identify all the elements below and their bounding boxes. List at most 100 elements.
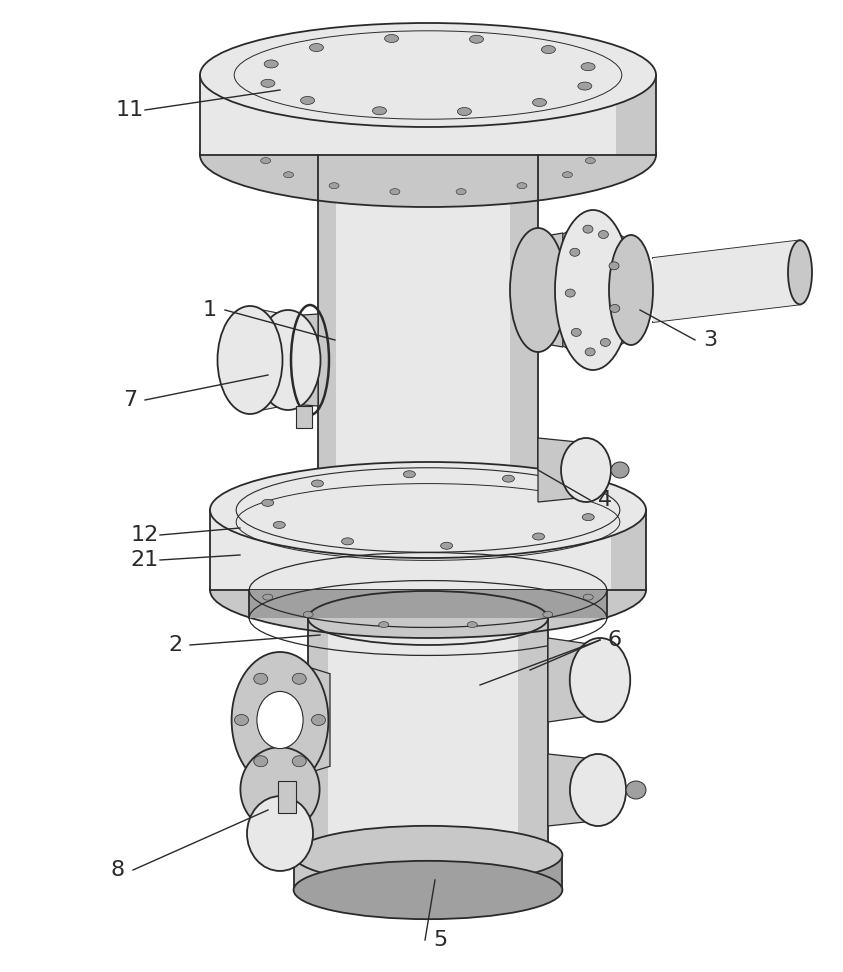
Ellipse shape xyxy=(293,674,306,684)
Ellipse shape xyxy=(309,44,324,52)
Polygon shape xyxy=(548,638,600,722)
Ellipse shape xyxy=(561,438,611,502)
Polygon shape xyxy=(548,754,598,826)
Ellipse shape xyxy=(517,183,527,189)
Ellipse shape xyxy=(533,98,546,107)
Ellipse shape xyxy=(555,210,631,370)
Ellipse shape xyxy=(293,826,562,885)
Ellipse shape xyxy=(257,691,303,748)
Polygon shape xyxy=(210,510,646,590)
Polygon shape xyxy=(288,314,318,406)
Ellipse shape xyxy=(626,781,646,799)
Polygon shape xyxy=(250,307,288,412)
Ellipse shape xyxy=(390,189,400,194)
Ellipse shape xyxy=(570,754,626,826)
Ellipse shape xyxy=(570,248,580,257)
Bar xyxy=(296,406,312,428)
Ellipse shape xyxy=(533,533,545,540)
Polygon shape xyxy=(616,75,656,155)
Ellipse shape xyxy=(562,172,572,178)
Ellipse shape xyxy=(609,235,653,345)
Ellipse shape xyxy=(583,226,593,233)
Text: 7: 7 xyxy=(123,390,137,410)
Polygon shape xyxy=(293,855,562,890)
Ellipse shape xyxy=(458,108,471,116)
Ellipse shape xyxy=(293,861,562,920)
Polygon shape xyxy=(280,660,308,780)
Polygon shape xyxy=(200,75,656,155)
Ellipse shape xyxy=(581,63,595,71)
Ellipse shape xyxy=(510,228,566,352)
Ellipse shape xyxy=(200,23,656,127)
Ellipse shape xyxy=(329,183,339,189)
Polygon shape xyxy=(530,855,562,890)
Ellipse shape xyxy=(232,652,329,788)
Ellipse shape xyxy=(301,96,314,104)
Ellipse shape xyxy=(403,470,416,477)
Ellipse shape xyxy=(264,60,278,68)
Polygon shape xyxy=(563,214,593,366)
Polygon shape xyxy=(318,155,538,525)
Polygon shape xyxy=(611,510,646,590)
Ellipse shape xyxy=(262,500,274,506)
Polygon shape xyxy=(308,618,328,855)
Ellipse shape xyxy=(210,542,646,638)
Polygon shape xyxy=(250,590,607,618)
Ellipse shape xyxy=(255,310,320,410)
Ellipse shape xyxy=(583,513,594,521)
Text: 11: 11 xyxy=(115,100,144,120)
Ellipse shape xyxy=(303,611,314,617)
Text: 1: 1 xyxy=(203,300,217,320)
Ellipse shape xyxy=(384,34,399,43)
Ellipse shape xyxy=(234,714,249,725)
Ellipse shape xyxy=(247,796,313,871)
Ellipse shape xyxy=(571,492,583,499)
Ellipse shape xyxy=(541,46,556,53)
Ellipse shape xyxy=(441,542,453,549)
Ellipse shape xyxy=(502,475,514,482)
Ellipse shape xyxy=(585,348,595,356)
Polygon shape xyxy=(308,618,548,855)
Text: 6: 6 xyxy=(608,630,622,650)
Ellipse shape xyxy=(788,240,812,304)
Ellipse shape xyxy=(217,306,282,414)
Ellipse shape xyxy=(572,329,582,336)
Polygon shape xyxy=(538,438,586,502)
Polygon shape xyxy=(518,618,548,855)
Ellipse shape xyxy=(254,755,268,767)
Text: 5: 5 xyxy=(432,930,447,950)
Ellipse shape xyxy=(312,714,325,725)
Ellipse shape xyxy=(341,538,353,545)
Ellipse shape xyxy=(273,521,285,529)
Ellipse shape xyxy=(611,462,629,478)
Ellipse shape xyxy=(254,674,268,684)
Ellipse shape xyxy=(543,611,553,617)
Ellipse shape xyxy=(293,755,306,767)
Ellipse shape xyxy=(599,230,609,238)
Ellipse shape xyxy=(311,480,324,487)
Ellipse shape xyxy=(283,172,293,178)
Text: 4: 4 xyxy=(598,490,612,510)
Polygon shape xyxy=(593,218,631,362)
Polygon shape xyxy=(653,240,800,322)
Ellipse shape xyxy=(565,289,575,297)
Ellipse shape xyxy=(609,261,619,270)
Ellipse shape xyxy=(263,594,273,600)
Ellipse shape xyxy=(585,157,595,163)
Text: 21: 21 xyxy=(131,550,159,570)
Polygon shape xyxy=(318,155,336,525)
Ellipse shape xyxy=(240,747,319,831)
Ellipse shape xyxy=(200,103,656,207)
Text: 3: 3 xyxy=(703,330,717,350)
Bar xyxy=(278,781,296,814)
Polygon shape xyxy=(308,667,330,773)
Ellipse shape xyxy=(583,594,593,600)
Ellipse shape xyxy=(456,189,466,194)
Ellipse shape xyxy=(470,35,484,43)
Text: 8: 8 xyxy=(111,860,125,880)
Ellipse shape xyxy=(260,157,271,163)
Ellipse shape xyxy=(210,462,646,558)
Polygon shape xyxy=(538,233,563,347)
Ellipse shape xyxy=(570,638,631,722)
Ellipse shape xyxy=(609,304,620,312)
